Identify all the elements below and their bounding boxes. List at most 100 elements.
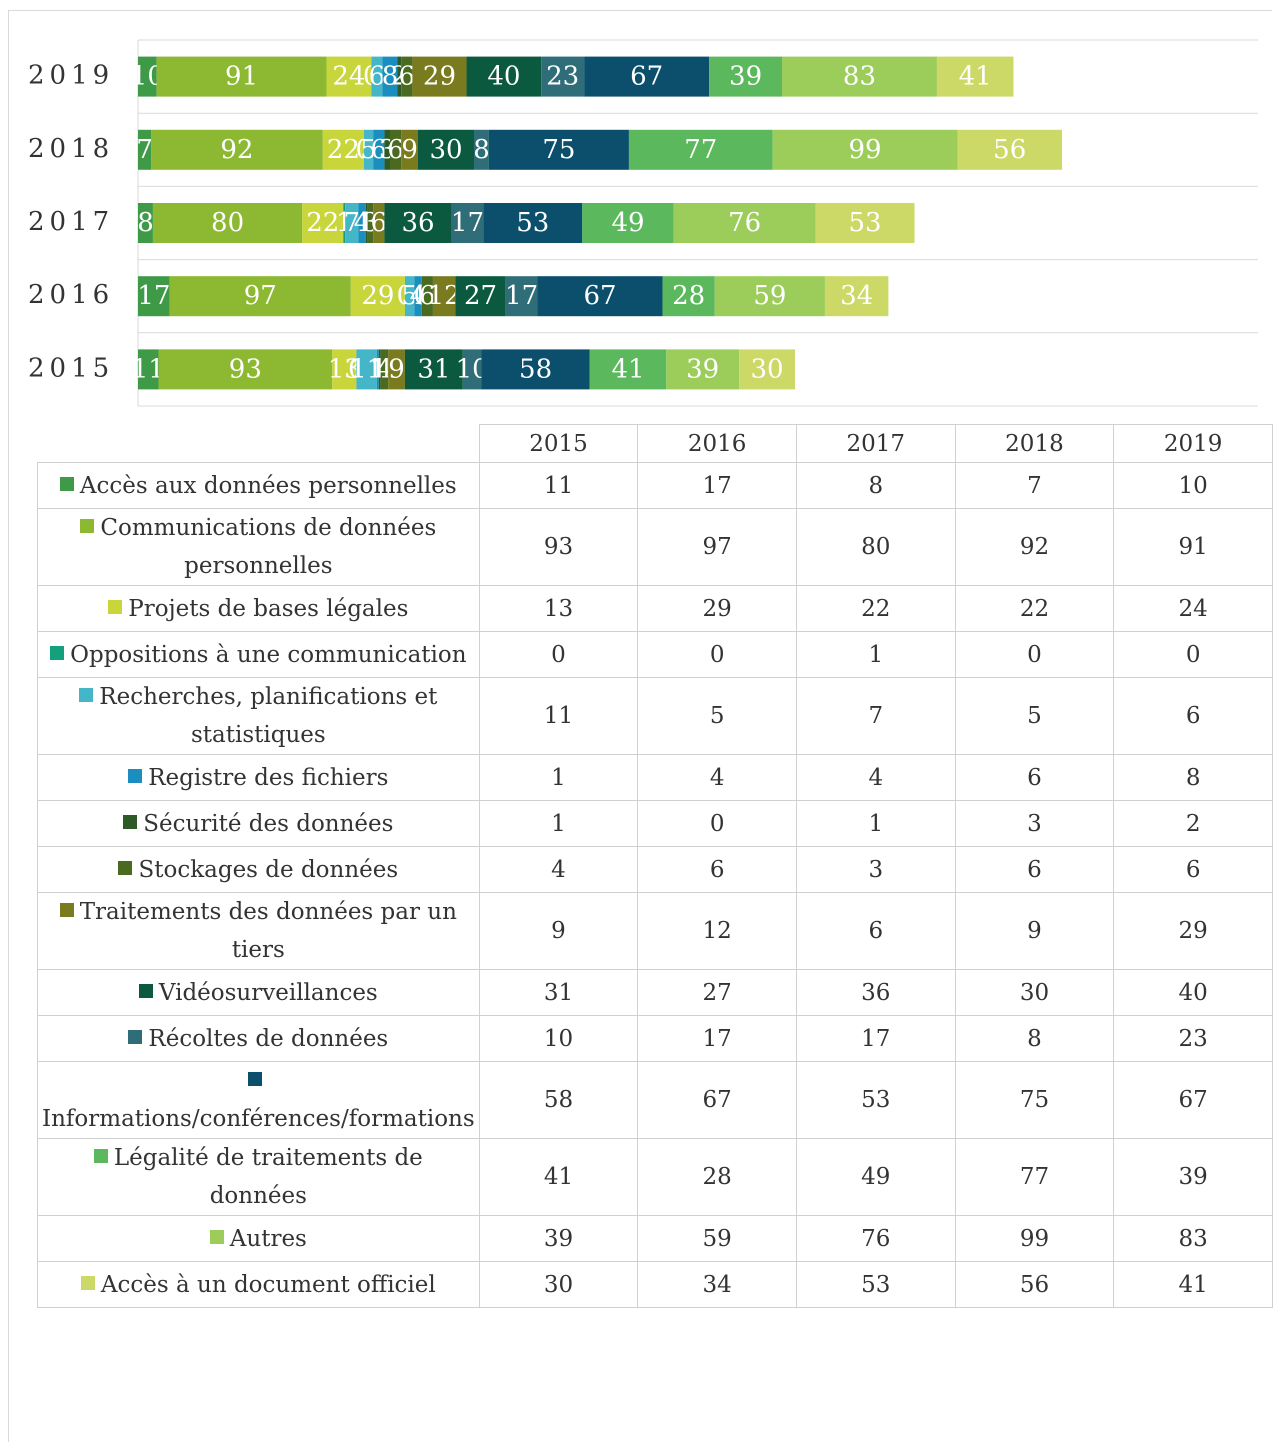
legend-swatch [138,983,153,998]
table-cell: 12 [637,892,797,970]
table-cell: 1 [795,800,956,847]
data-label: 41 [611,354,644,384]
data-label: 53 [516,208,549,238]
legend-swatch [248,1072,263,1086]
table-cell: 59 [637,1215,797,1262]
bar-segment [397,56,402,97]
table-cell: 53 [795,1261,956,1308]
table-cell: 6 [954,846,1115,893]
bar-segment [666,349,740,390]
bar-segment [156,56,327,97]
data-label: 49 [611,208,644,238]
table-cell: 7 [954,462,1115,509]
bar-segment [957,129,1062,170]
bar-segment [505,276,538,317]
table-cell: 29 [637,585,797,632]
bar-segment [373,203,385,243]
header-cell: 2019 [1113,424,1273,463]
data-label: 92 [220,135,253,165]
legend-label: Récoltes de données [148,1025,389,1052]
table-cell: 39 [1113,1138,1273,1216]
bar-segment [350,276,405,317]
table-cell: 67 [637,1061,797,1139]
data-label: 24 [332,62,365,92]
data-label: 17 [137,281,170,311]
data-label: 31 [417,354,450,384]
bar-segment [138,129,152,170]
bar-segment [138,349,159,390]
legend-swatch [59,903,74,917]
table-cell: 41 [1113,1261,1273,1308]
data-label: 22 [306,208,339,238]
legend-swatch [80,519,95,533]
data-label: 9 [388,354,405,384]
table-cell: 8 [1113,754,1273,801]
table-row: Vidéosurveillances 31 27 36 30 40 [37,969,1273,1016]
table-cell: 41 [478,1138,639,1216]
data-label: 39 [686,354,719,384]
row-label-cell: Stockages de données [37,846,480,893]
table-cell: 56 [954,1261,1115,1308]
row-label-cell: Informations/conférences/formations [37,1061,480,1139]
row-label-cell: Sécurité des données [37,800,480,847]
legend-label: Projets de bases légales [128,595,409,622]
table-cell: 29 [1113,892,1273,970]
legend-label: Stockages de données [138,856,399,883]
table-row: Accès à un document officiel 30 34 53 56 41 [37,1261,1273,1308]
bar-segment [541,56,585,97]
bar-segment [363,129,374,170]
table-cell: 91 [1113,508,1273,586]
bar-segment [345,203,359,243]
table-row: Communications de données personnelles 93… [37,508,1273,586]
data-label: 29 [423,62,456,92]
header-row: 2015 2016 2017 2018 2019 [37,424,1273,463]
row-label-cell: Registre des fichiers [37,754,480,801]
header-cell: 2016 [637,424,797,463]
data-label: 80 [211,208,244,238]
bar-segment [739,349,796,390]
row-label-cell: Projets de bases légales [37,585,480,632]
legend-label: Légalité de traitements de données [113,1145,423,1209]
data-label: 59 [753,281,786,311]
legend-label: Sécurité des données [143,810,394,837]
table-cell: 6 [1113,677,1273,755]
data-label: 41 [959,62,992,92]
bar-segment [332,349,357,390]
data-label: 6 [387,135,404,165]
row-label-cell: Vidéosurveillances [37,969,480,1016]
data-label: 17 [451,208,484,238]
bar-segment [474,129,489,170]
bar-segment [367,203,374,243]
bar-segment [302,203,344,243]
data-label: 6 [371,208,388,238]
table-row: Récoltes de données 10 17 17 8 23 [37,1015,1273,1062]
table-cell: 17 [795,1015,956,1062]
table-cell: 1 [478,800,639,847]
y-tick-label: 2019 [28,61,114,91]
table-cell: 11 [478,462,639,509]
table-cell: 83 [1113,1215,1273,1262]
table-cell: 22 [795,585,956,632]
row-label-cell: Recherches, planifications et statistiqu… [37,677,480,755]
bar-segment [401,129,418,170]
bar-segment [378,349,381,390]
row-label-cell: Oppositions à une communication [37,631,480,678]
table-cell: 0 [637,800,797,847]
row-label-cell: Autres [37,1215,480,1262]
legend-label: Registre des fichiers [148,764,389,791]
data-label: 6 [419,281,436,311]
data-label: 58 [519,354,552,384]
bar-segment [169,276,351,317]
legend-swatch [128,768,143,783]
legend-swatch [118,860,133,875]
table-cell: 1 [478,754,639,801]
data-label: 99 [849,135,882,165]
data-label: 30 [429,135,462,165]
data-label: 67 [583,281,616,311]
data-label: 76 [728,208,761,238]
bar-segment [384,129,390,170]
bar-segment [326,56,372,97]
table-cell: 9 [478,892,639,970]
table-cell: 5 [637,677,797,755]
table-cell: 7 [795,677,956,755]
